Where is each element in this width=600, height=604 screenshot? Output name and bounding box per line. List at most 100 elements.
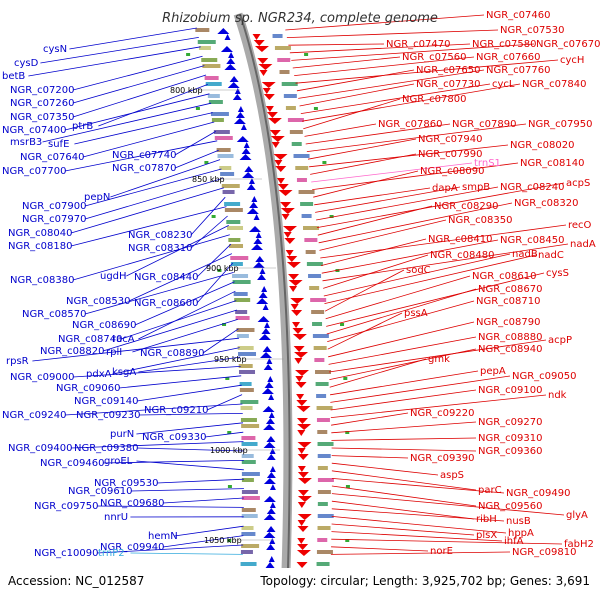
reverse-gene-arrow [292,328,303,334]
topology-text: Topology: circular; Length: 3,925,702 bp… [259,574,590,588]
feature-block [201,58,217,62]
forward-gene-arrow [260,352,272,358]
feature-block [277,58,290,62]
gene-label-ngr_c09680: NGR_c09680 [100,498,165,509]
connector-line [137,461,244,470]
reverse-gene-arrow [271,136,285,142]
feature-block [240,388,254,392]
connector-line [327,301,474,342]
feature-block [304,238,317,242]
reverse-gene-arrow [296,400,307,406]
forward-gene-arrow [251,244,263,250]
gene-label-ngr_c08940: NGR_c08940 [478,344,543,355]
forward-gene-arrow [238,106,244,112]
reverse-gene-arrow [294,352,308,358]
gene-label-gmk: gmk [428,354,450,365]
gene-label-ngr_c07350: NGR_c07350 [10,112,75,123]
gene-label-ngr_c07840: NGR_c07840 [522,79,587,90]
forward-gene-arrow [266,562,275,568]
forward-gene-arrow [247,184,256,190]
gene-label-ngr_c09490: NGR_c09490 [506,488,571,499]
feature-block [239,370,255,374]
gene-label-groel: groEL [104,456,133,467]
feature-block [309,286,319,290]
forward-gene-arrow [254,214,260,220]
forward-gene-arrow [228,52,234,58]
feature-block [295,166,308,170]
reverse-gene-arrow [298,514,312,520]
gene-label-smpb: smpB [462,182,490,193]
feature-block [233,280,251,284]
gene-label-ngr_c07970: NGR_c07970 [22,214,87,225]
forward-gene-arrow [267,472,276,478]
gene-label-sufe: sufE [48,139,69,150]
gene-label-ngr_c07730: NGR_c07730 [416,79,481,90]
kbp-marker: 1000 kbp [210,446,248,455]
gene-label-ngr_c08740: NGR_c08740 [58,334,123,345]
reverse-gene-arrow [298,448,306,454]
reverse-gene-arrow [277,178,285,184]
reverse-gene-arrow [297,418,308,424]
reverse-gene-arrow [278,184,289,190]
gene-label-ngr_c08350: NGR_c08350 [448,215,513,226]
forward-gene-arrow [263,532,275,538]
feature-block [222,184,240,188]
reverse-gene-arrow [284,238,295,244]
kbp-marker: 900 kbp [206,264,239,273]
feature-block [297,178,307,182]
gene-label-ksga: ksgA [112,367,136,378]
connector-line [191,216,228,248]
feature-block [282,82,298,86]
connector-line [331,547,428,551]
gene-label-glya: glyA [566,510,588,521]
gene-label-ngr_c07670: NGR_c07670 [536,39,600,50]
feature-block [314,346,327,350]
reverse-gene-arrow [298,496,312,502]
gene-label-ngr_c07640: NGR_c07640 [20,152,85,163]
reverse-gene-arrow [258,64,272,70]
reverse-gene-arrow [297,544,308,550]
feature-block [313,334,329,338]
gene-label-ngr_c08670: NGR_c08670 [478,284,543,295]
connector-line [174,526,243,536]
kbp-marker: 850 kbp [192,175,225,184]
feature-block [288,118,304,122]
reverse-gene-arrow [286,256,297,262]
feature-block [228,238,240,242]
gene-label-ngr_c08230: NGR_c08230 [128,230,193,241]
gene-label-ngr_c07760: NGR_c07760 [486,65,551,76]
forward-gene-arrow [249,202,258,208]
forward-gene-arrow [251,196,257,202]
gene-label-nore: norE [430,546,453,557]
feature-block [317,430,327,434]
feature-block [226,220,240,224]
gene-label-ngr_c08310: NGR_c08310 [128,243,193,254]
feature-block [242,472,260,476]
gene-label-ribh: ribH [476,514,497,525]
reverse-gene-arrow [253,34,261,40]
forward-gene-arrow [258,316,270,322]
tick-mark [346,485,350,488]
reverse-gene-arrow [266,106,274,112]
reverse-gene-arrow [294,346,305,352]
gene-label-acps: acpS [566,178,590,189]
connector-line [325,270,404,311]
feature-block [275,46,291,50]
feature-block [215,136,233,140]
reverse-gene-arrow [291,310,302,316]
gene-label-ngr_c09560: NGR_c09560 [478,501,543,512]
forward-gene-arrow [242,148,251,154]
reverse-gene-arrow [260,70,268,76]
feature-block [242,460,256,464]
feature-block [227,226,243,230]
reverse-gene-arrow [267,112,278,118]
forward-gene-arrow [259,268,265,274]
feature-block [236,328,254,332]
feature-block [318,514,334,518]
feature-block [241,436,255,440]
feature-block [242,508,256,512]
gene-label-ngr_c08890: NGR_c08890 [140,348,205,359]
forward-gene-arrow [259,334,271,340]
reverse-gene-arrow [255,46,269,52]
gene-label-ngr_c09380: NGR_c09380 [74,443,139,454]
